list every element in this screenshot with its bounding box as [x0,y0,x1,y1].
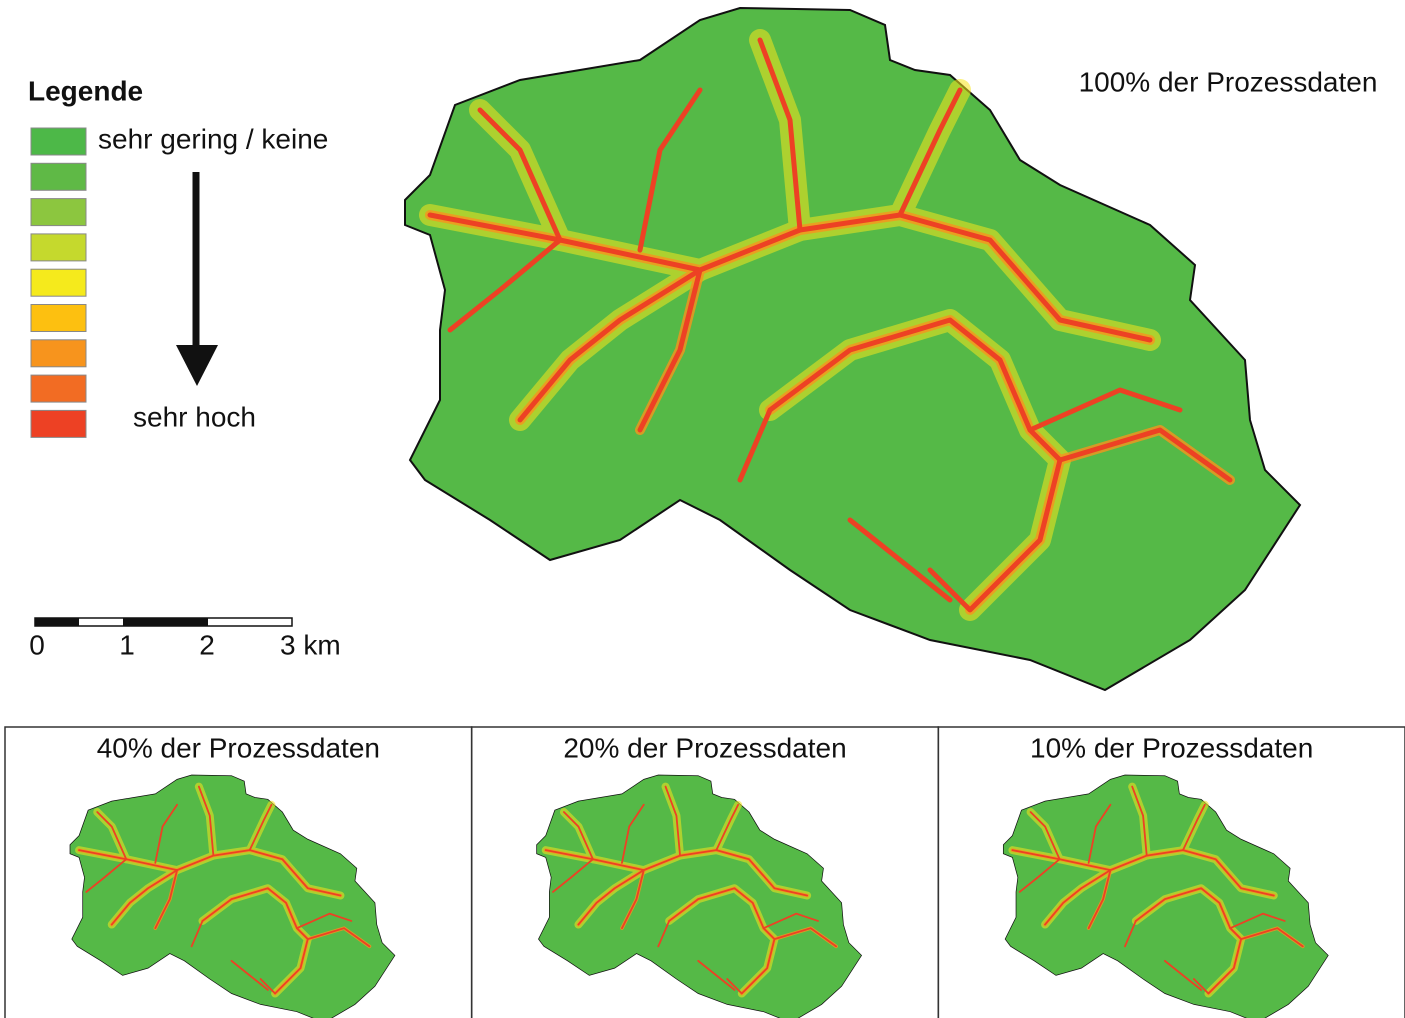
legend-swatch [31,305,86,332]
legend-high-label: sehr hoch [133,401,256,432]
panel-map [537,775,862,1018]
legend-arrow-head [176,345,218,386]
legend-title: Legende [28,75,143,106]
legend-swatch [31,128,86,155]
legend-swatch [31,269,86,296]
legend-swatch [31,340,86,367]
panel-title: 40% der Prozessdaten [97,732,380,763]
panels: 40% der Prozessdaten 20% der Prozessdaten… [5,727,1405,1018]
panel-title: 20% der Prozessdaten [563,732,846,763]
legend-swatches [31,128,86,437]
legend-swatch [31,234,86,261]
main-map-title: 100% der Prozessdaten [1079,66,1378,97]
panel-map [1003,775,1328,1018]
main-map [405,8,1300,690]
scale-label: 2 [199,629,215,660]
legend-swatch [31,375,86,402]
scale-label: 3 km [280,629,341,660]
legend-low-label: sehr gering / keine [98,123,328,154]
page: Legende sehr gering / keine sehr hoch 0 1… [0,0,1405,1018]
panel-map [70,775,395,1018]
scale-label: 1 [119,629,135,660]
scale-label: 0 [29,629,45,660]
scale-bar [35,618,292,626]
legend-swatch [31,410,86,437]
legend-swatch [31,163,86,190]
panel-title: 10% der Prozessdaten [1030,732,1313,763]
legend-swatch [31,199,86,226]
